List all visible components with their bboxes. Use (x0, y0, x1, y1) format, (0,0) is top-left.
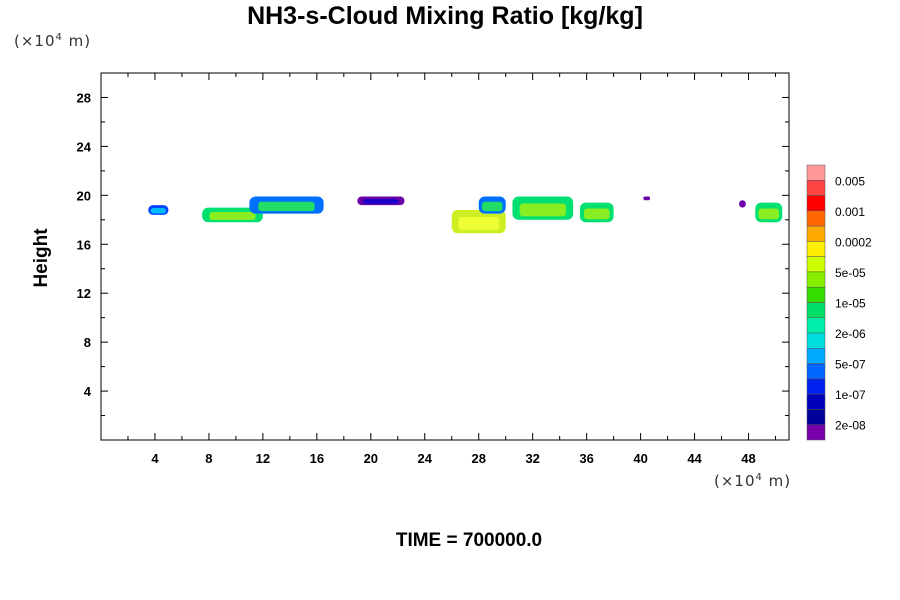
colorbar-label: 0.0002 (835, 235, 872, 249)
cloud-patch-core (209, 211, 256, 221)
colorbar-label: 2e-08 (835, 419, 866, 433)
colorbar-swatch (806, 210, 826, 227)
x-unit-label: (×104 m) (714, 472, 792, 490)
colorbar-swatch (806, 409, 826, 425)
cloud-patch-core (362, 199, 399, 204)
cloud-field (148, 196, 783, 234)
x-tick-label: 28 (471, 451, 485, 466)
x-tick-label: 40 (633, 451, 647, 466)
x-tick-label: 32 (525, 451, 539, 466)
colorbar-label: 1e-07 (835, 388, 866, 402)
x-unit-exp: 4 (755, 472, 763, 483)
cloud-patch-core (481, 201, 503, 212)
cloud-patch-core (519, 203, 566, 217)
colorbar-swatch (806, 317, 826, 334)
x-tick-label: 20 (364, 451, 378, 466)
colorbar-swatch (806, 164, 826, 181)
cloud-patch-core (150, 208, 167, 214)
y-tick-label: 4 (84, 384, 92, 399)
x-tick-label: 48 (741, 451, 755, 466)
y-unit-label: (×104 m) (14, 32, 92, 50)
colorbar-swatch (806, 302, 826, 319)
colorbar-label: 5e-05 (835, 266, 866, 280)
chart-title: NH3-s-Cloud Mixing Ratio [kg/kg] (247, 2, 643, 30)
y-tick-label: 8 (84, 335, 91, 350)
colorbar-swatch (806, 332, 826, 349)
cloud-patch-core (258, 201, 315, 212)
colorbar-swatch (806, 378, 826, 395)
colorbar-label: 2e-06 (835, 327, 866, 341)
colorbar-label: 1e-05 (835, 297, 866, 311)
cloud-patch-core (583, 208, 610, 220)
colorbar-swatch (806, 195, 826, 212)
x-tick-label: 8 (205, 451, 212, 466)
colorbar-swatch (806, 225, 826, 242)
y-unit-name: m (68, 32, 85, 50)
colorbar-swatch (806, 286, 826, 303)
x-tick-label: 4 (151, 451, 159, 466)
cloud-patch-core (458, 216, 500, 230)
time-label: TIME = 700000.0 (395, 530, 543, 551)
x-unit-base: (×10 (714, 472, 756, 490)
colorbar-label: 0.005 (835, 174, 865, 188)
x-tick-label: 44 (687, 451, 702, 466)
y-tick-label: 24 (77, 139, 92, 154)
y-tick-label: 20 (77, 188, 91, 203)
colorbar-swatch (806, 393, 826, 410)
x-tick-label: 16 (310, 451, 324, 466)
colorbar: 0.005 0.001 0.0002 5e-05 1e-05 2e-06 5e-07 1e-0… (806, 164, 872, 441)
colorbar-swatch (806, 241, 826, 257)
y-tick-label: 16 (77, 237, 91, 252)
colorbar-swatch (806, 424, 826, 441)
y-tick-label: 12 (77, 286, 91, 301)
x-unit-name: m (768, 472, 785, 490)
cloud-patch-core (758, 208, 780, 220)
x-tick-label: 12 (256, 451, 270, 466)
cloud-patch (643, 196, 651, 201)
x-tick-label: 36 (579, 451, 593, 466)
colorbar-swatch (806, 180, 826, 196)
colorbar-swatch (806, 348, 826, 364)
y-unit-exp: 4 (55, 32, 63, 43)
colorbar-label: 5e-07 (835, 358, 866, 372)
colorbar-swatch (806, 271, 826, 288)
colorbar-swatch (806, 363, 826, 380)
plot-frame (100, 72, 790, 441)
colorbar-label: 0.001 (835, 205, 865, 219)
colorbar-swatch (806, 256, 826, 273)
y-unit-base: (×10 (14, 32, 56, 50)
cloud-patch (739, 200, 746, 208)
x-tick-label: 24 (418, 451, 433, 466)
y-tick-label: 28 (77, 90, 91, 105)
